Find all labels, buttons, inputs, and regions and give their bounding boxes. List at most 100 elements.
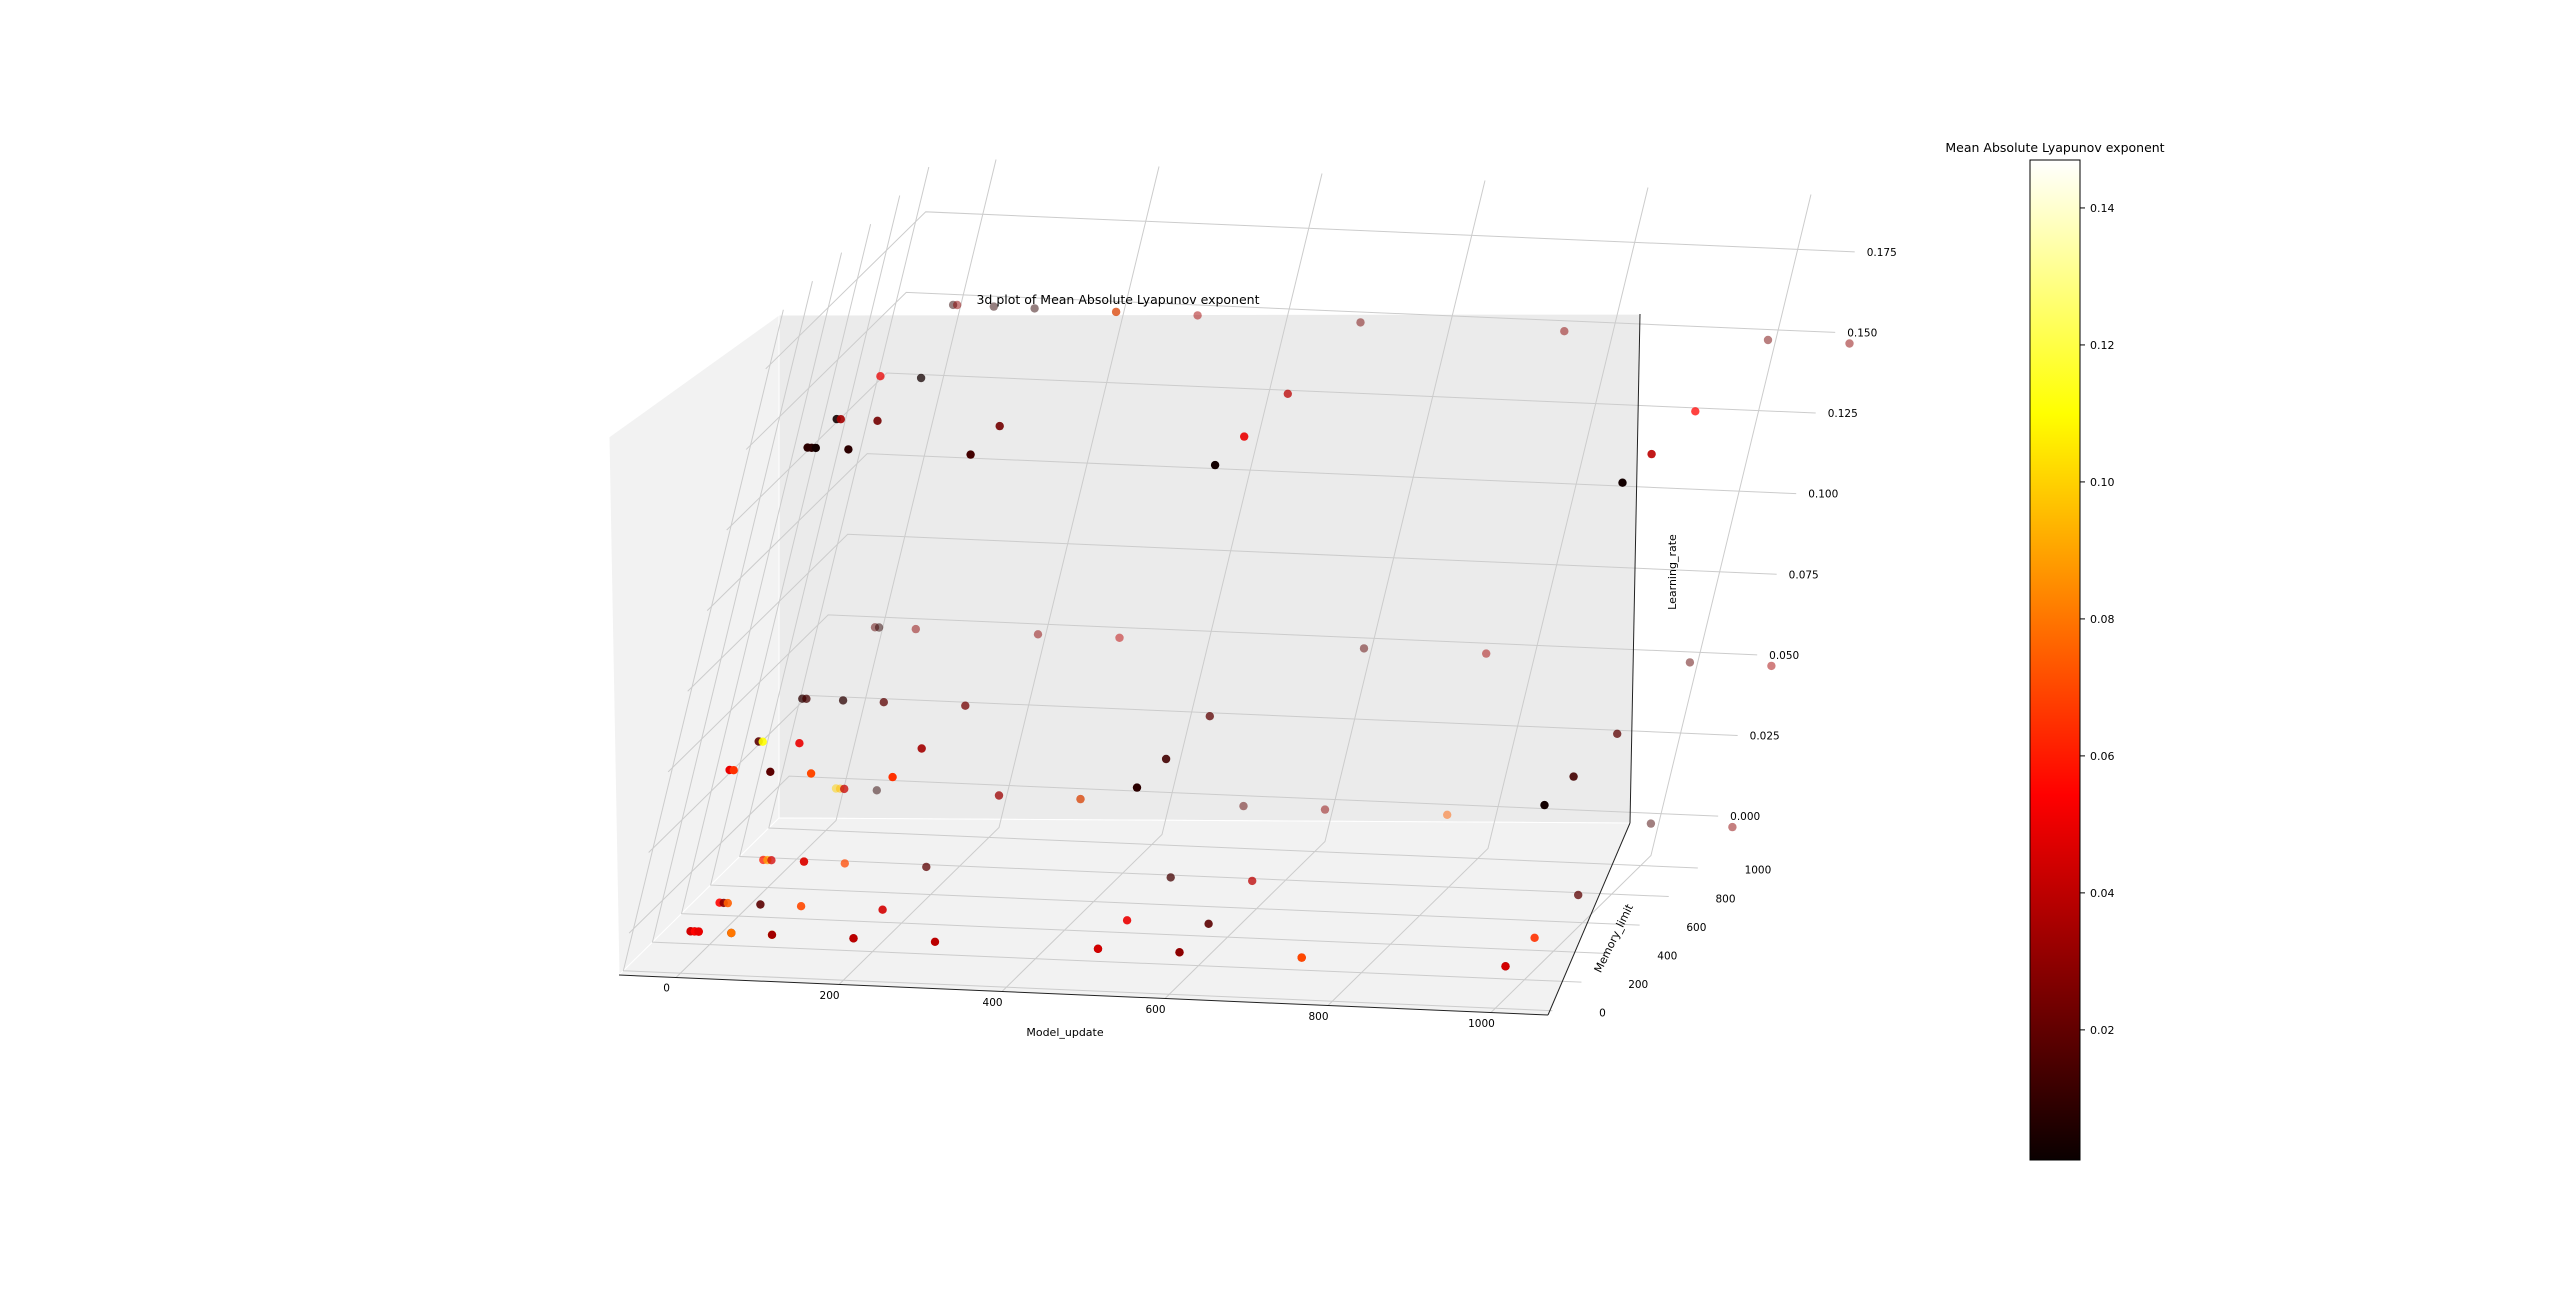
scatter-point (1283, 389, 1293, 398)
x-tick-label: 200 (820, 990, 840, 1002)
z-tick-label: 0.150 (1847, 327, 1877, 339)
scatter-point (1297, 953, 1306, 962)
y-tick-label: 200 (1628, 979, 1648, 991)
y-tick-label: 1000 (1745, 865, 1772, 877)
scatter-point (1618, 478, 1627, 487)
colorbar-tick-label: 0.12 (2090, 339, 2115, 352)
scatter-point (849, 934, 858, 943)
x-tick-label: 800 (1308, 1011, 1328, 1023)
scatter-point (1175, 948, 1184, 957)
scatter-point (953, 300, 962, 310)
y-tick-label: 600 (1686, 922, 1706, 934)
y-tick-label: 800 (1715, 893, 1735, 905)
z-tick-label: 0.000 (1730, 811, 1760, 823)
z-axis-label: Learning_rate (1666, 534, 1679, 610)
scatter-point (1076, 794, 1085, 804)
scatter-point (1161, 754, 1171, 764)
scatter-point (874, 623, 884, 632)
scatter-point (1613, 729, 1622, 738)
y-tick-label: 400 (1657, 950, 1677, 962)
scatter-point (1685, 658, 1695, 667)
scatter-point (1111, 307, 1121, 317)
z-tick-label: 0.125 (1828, 408, 1858, 420)
scatter-point (916, 373, 926, 383)
scatter-point (879, 698, 888, 707)
scatter-point (995, 421, 1004, 431)
y-tick-label: 0 (1599, 1007, 1606, 1019)
colorbar-tick-label: 0.08 (2090, 613, 2115, 626)
scatter-point (1030, 304, 1039, 313)
scatter-point (1240, 432, 1249, 441)
scatter-point (1574, 890, 1583, 900)
scatter-point (1320, 805, 1330, 814)
z-tick-label: 0.025 (1750, 730, 1780, 742)
scatter-point (1728, 822, 1737, 832)
x-tick-label: 1000 (1468, 1018, 1495, 1030)
x-tick-label: 600 (1146, 1004, 1166, 1016)
scatter-point (802, 694, 811, 703)
scatter-point (758, 737, 767, 746)
scatter-point (727, 928, 736, 938)
scatter-point (1647, 449, 1656, 459)
scatter-point (1845, 339, 1854, 348)
scatter-point (1204, 919, 1213, 928)
scatter-point (811, 443, 820, 453)
scatter-point (961, 701, 970, 710)
colorbar-tick-label: 0.10 (2090, 476, 2115, 489)
colorbar-tick-label: 0.06 (2090, 750, 2115, 763)
colorbar-label: Mean Absolute Lyapunov exponent (1945, 140, 2164, 155)
scatter-point (1359, 644, 1369, 653)
scatter-point (836, 415, 845, 424)
scatter-point (844, 445, 853, 454)
scatter-point (930, 937, 940, 946)
scatter-point (840, 859, 849, 868)
scatter-point (838, 696, 848, 705)
pane-floor (617, 817, 1631, 1016)
scatter-point (1193, 311, 1202, 320)
scatter-point (1205, 712, 1215, 721)
z-tick-label: 0.075 (1789, 569, 1819, 581)
scatter-point (1560, 327, 1569, 336)
scatter-point (1115, 633, 1124, 642)
scatter-point (766, 767, 775, 776)
scatter-point (966, 450, 975, 459)
scatter-point (873, 416, 882, 425)
x-tick-label: 400 (983, 997, 1003, 1009)
scatter-point (1122, 916, 1132, 925)
x-axis-label: Model_update (1026, 1026, 1104, 1039)
scatter-point (729, 766, 738, 775)
scatter-point (795, 739, 804, 748)
colorbar-ticks: 0.02 0.04 0.06 0.08 0.10 0.12 0.14 (2080, 202, 2115, 1037)
scatter-point (1132, 783, 1142, 792)
scatter-point (1763, 335, 1773, 345)
scatter-point (1691, 407, 1700, 416)
scatter-point (911, 624, 920, 634)
scatter-point (1501, 962, 1510, 971)
scatter-point (922, 862, 931, 872)
scatter-point (723, 898, 732, 908)
colorbar-tick-label: 0.02 (2090, 1024, 2115, 1037)
scatter-point (1482, 649, 1491, 658)
z-tick-label: 0.100 (1808, 489, 1838, 501)
scatter-point (1166, 873, 1175, 882)
scatter-point (840, 784, 849, 794)
scatter-point (888, 772, 897, 782)
scatter-point (1356, 318, 1365, 327)
scatter-point (799, 857, 809, 866)
colorbar-tick-label: 0.14 (2090, 202, 2115, 215)
colorbar (2029, 159, 2081, 1161)
scatter-point (1033, 630, 1043, 639)
scatter-point (806, 769, 816, 778)
pane-back (778, 313, 1641, 824)
y-axis-label: Memory_limit (1592, 902, 1637, 975)
scatter-point (1443, 810, 1452, 819)
axis-lines (618, 313, 1641, 1016)
scatter-point (756, 900, 765, 909)
scatter-point (872, 786, 881, 795)
scatter-point (767, 856, 776, 865)
scatter-points (686, 300, 1854, 971)
scatter-point (1540, 800, 1549, 810)
z-tick-label: 0.050 (1769, 650, 1799, 662)
scatter-point (1569, 772, 1578, 781)
z-tick-label: 0.175 (1867, 247, 1897, 259)
